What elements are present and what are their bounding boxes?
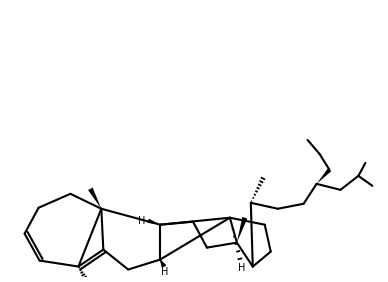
Polygon shape: [147, 219, 160, 225]
Polygon shape: [317, 168, 331, 184]
Text: H: H: [161, 267, 168, 277]
Polygon shape: [237, 217, 247, 243]
Polygon shape: [88, 188, 101, 209]
Text: H: H: [138, 216, 146, 226]
Text: H: H: [237, 263, 245, 273]
